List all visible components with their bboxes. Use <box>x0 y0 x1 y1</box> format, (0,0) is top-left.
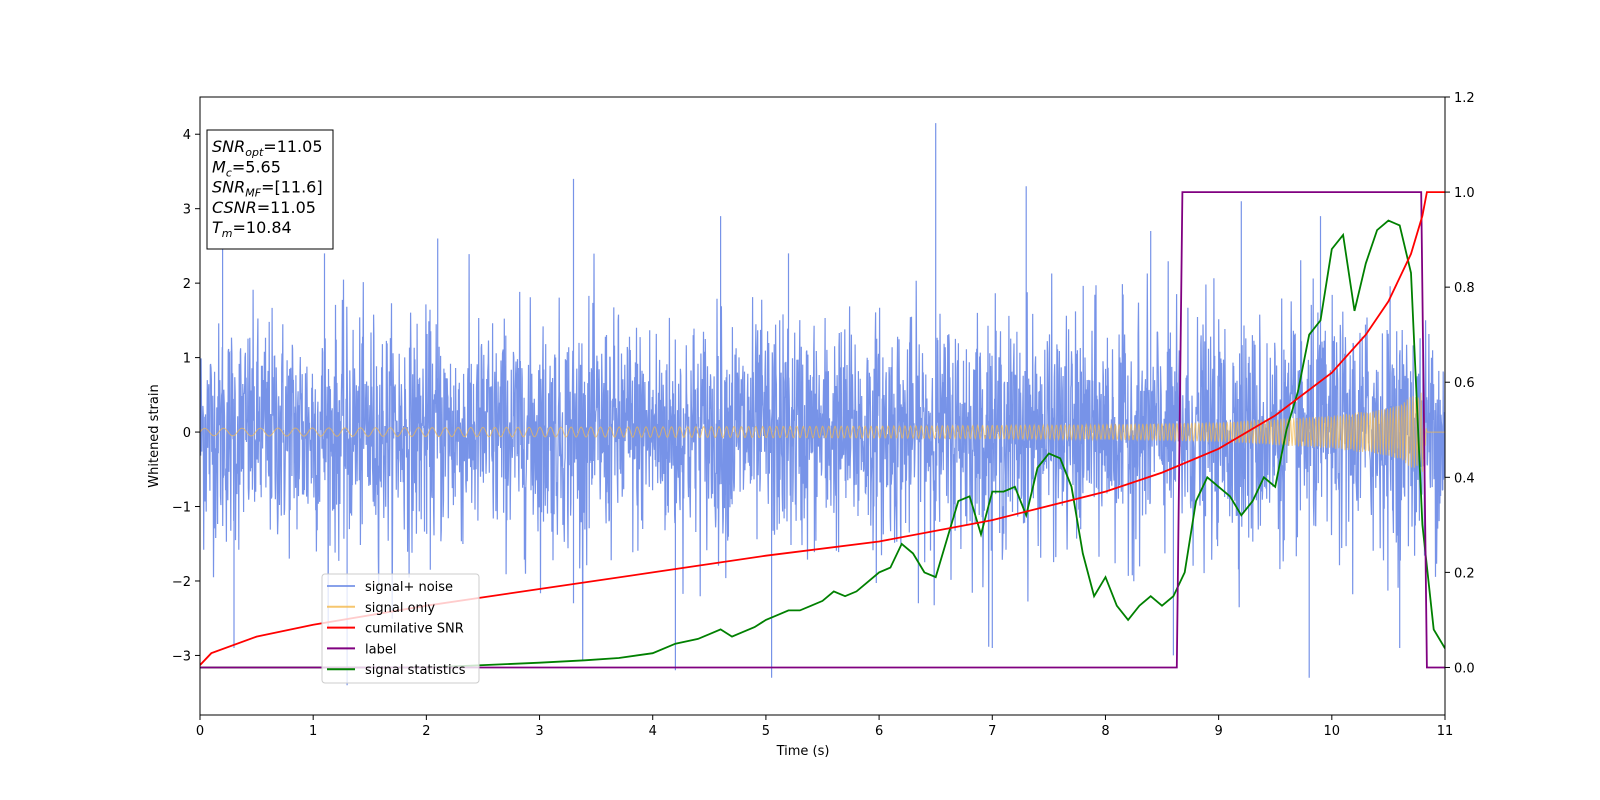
y-tick-label--2: −2 <box>172 575 191 590</box>
x-tick-label-3: 3 <box>535 724 543 739</box>
axes-frame <box>199 96 1446 716</box>
y-tick-label-1: 1 <box>183 352 191 367</box>
legend-label-1: signal only <box>365 601 435 616</box>
x-tick-label-6: 6 <box>875 724 883 739</box>
annotation-line-3: CSNR=11.05 <box>212 198 316 217</box>
y-tick-label-3: 3 <box>183 203 191 218</box>
legend-label-2: cumilative SNR <box>365 622 464 637</box>
x-axis-title: Time (s) <box>776 744 830 759</box>
y2-tick-label-0.8: 0.8 <box>1454 281 1475 296</box>
y-tick-label-0: 0 <box>183 426 191 441</box>
legend-label-4: signal statistics <box>365 663 466 678</box>
series-signal-only <box>200 392 1445 472</box>
annotation-line-1: Mc=5.65 <box>212 157 281 179</box>
x-tick-label-7: 7 <box>988 724 996 739</box>
annotation-frame <box>206 129 334 250</box>
x-tick-label-5: 5 <box>762 724 770 739</box>
y-tick-label-4: 4 <box>183 128 191 143</box>
x-tick-label-11: 11 <box>1437 724 1454 739</box>
y2-tick-label-1.0: 1.0 <box>1454 186 1475 201</box>
y2-tick-label-0.6: 0.6 <box>1454 376 1475 391</box>
x-tick-label-10: 10 <box>1324 724 1341 739</box>
legend: signal+ noise signal only cumilative SNR la… <box>321 573 480 684</box>
parameter-annotation-box: SNRopt=11.05Mc=5.65SNRMF=[11.6]CSNR=11.0… <box>206 129 334 250</box>
x-tick-label-0: 0 <box>196 724 204 739</box>
y-tick-label--3: −3 <box>172 649 191 664</box>
legend-frame <box>321 573 480 684</box>
x-tick-label-9: 9 <box>1214 724 1222 739</box>
y-tick-label-2: 2 <box>183 277 191 292</box>
y-axis-title: Whitened strain <box>147 384 162 487</box>
series-signal-statistics <box>200 219 1445 669</box>
x-tick-label-2: 2 <box>422 724 430 739</box>
y2-tick-label-1.2: 1.2 <box>1454 91 1475 106</box>
legend-label-0: signal+ noise <box>365 580 453 595</box>
legend-label-3: label <box>365 642 396 657</box>
y-tick-label--1: −1 <box>172 501 191 516</box>
y2-tick-label-0.2: 0.2 <box>1454 566 1475 581</box>
axes: 0 1 2 3 4 5 6 7 8 9 10 11 −3 −2 −1 0 1 2 3 4 0.0 0.2 0.4 0.6 0.8… <box>172 91 1475 739</box>
annotation-line-0: SNRopt=11.05 <box>212 137 323 159</box>
y2-tick-label-0.4: 0.4 <box>1454 471 1475 486</box>
annotation-line-4: Tm=10.84 <box>212 218 292 240</box>
series-label <box>200 191 1445 669</box>
x-tick-label-8: 8 <box>1101 724 1109 739</box>
annotation-line-2: SNRMF=[11.6] <box>212 178 323 200</box>
x-tick-label-4: 4 <box>649 724 657 739</box>
y2-tick-label-0.0: 0.0 <box>1454 661 1475 676</box>
x-tick-label-1: 1 <box>309 724 317 739</box>
